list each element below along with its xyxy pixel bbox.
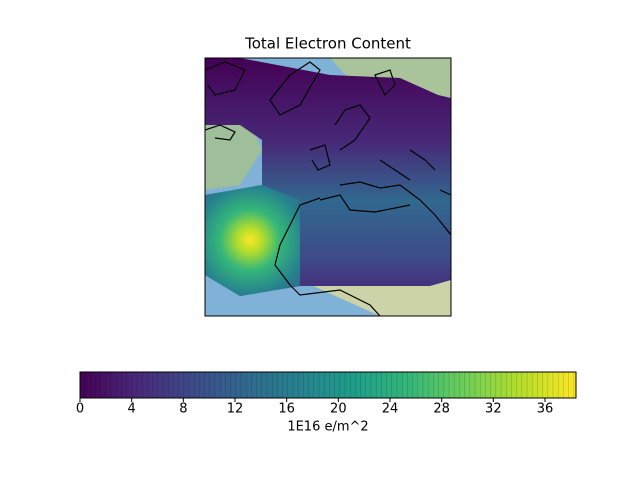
colorbar: 0 4 8 12 16 20 24 28 32 36 bbox=[76, 371, 577, 417]
colorbar-tick-label: 28 bbox=[433, 402, 450, 417]
colorbar-tick-label: 4 bbox=[128, 402, 136, 417]
colorbar-tick-label: 20 bbox=[330, 402, 347, 417]
colorbar-frame bbox=[79, 371, 577, 399]
colorbar-tick-label: 0 bbox=[76, 402, 84, 417]
colorbar-tick-label: 12 bbox=[227, 402, 244, 417]
map bbox=[205, 58, 451, 316]
colorbar-tick-label: 32 bbox=[485, 402, 502, 417]
title: Total Electron Content bbox=[244, 35, 411, 53]
map-frame bbox=[204, 57, 452, 317]
coastlines bbox=[205, 61, 451, 316]
colorbar-tick-label: 24 bbox=[382, 402, 399, 417]
colorbar-tick-label: 8 bbox=[179, 402, 187, 417]
colorbar-fill bbox=[80, 372, 576, 398]
colorbar-label: 1E16 e/m^2 bbox=[287, 420, 368, 435]
tec-hotspot bbox=[205, 185, 300, 296]
colorbar-tick-label: 36 bbox=[537, 402, 554, 417]
colorbar-tick-label: 16 bbox=[278, 402, 295, 417]
